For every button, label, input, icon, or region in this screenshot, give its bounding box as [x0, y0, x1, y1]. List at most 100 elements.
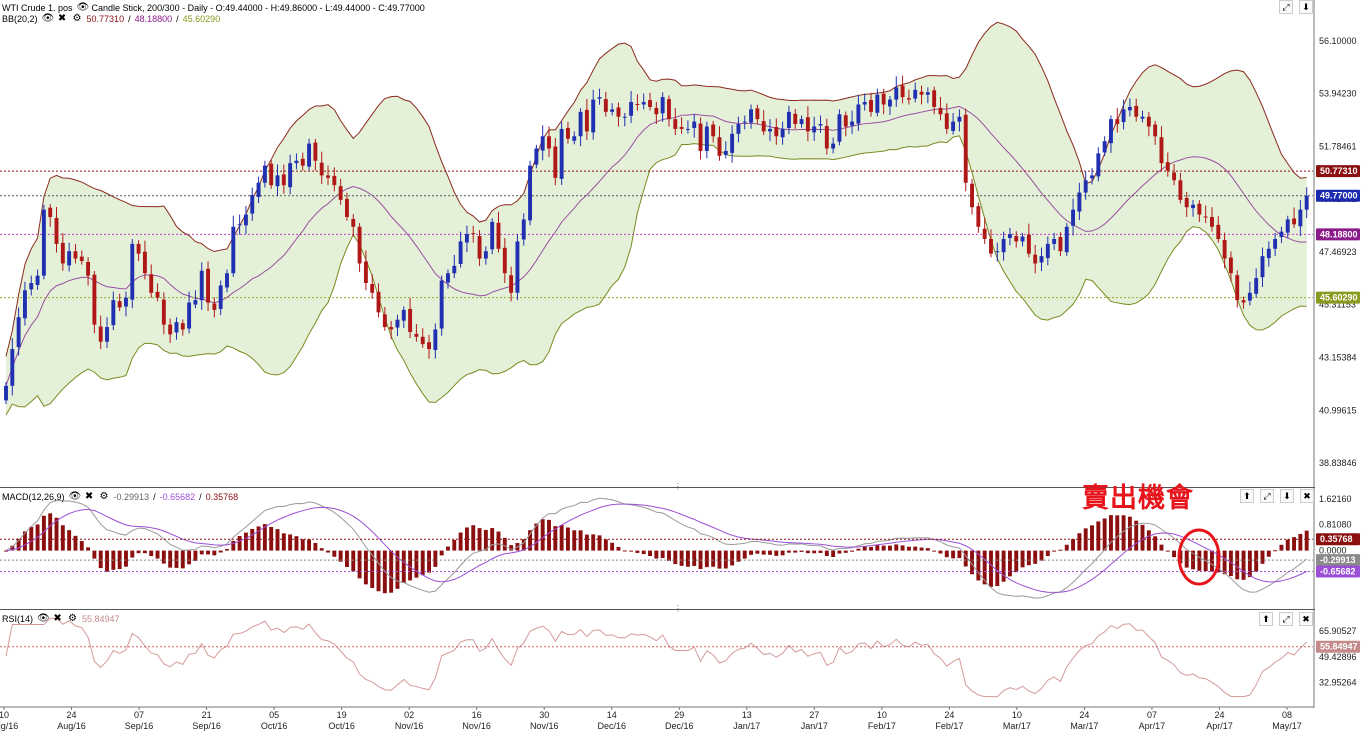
macd-histogram-bar [869, 546, 873, 551]
price-last-badge [1316, 165, 1360, 178]
gear-icon[interactable]: ⚙ [99, 491, 109, 502]
macd-histogram-bar [654, 550, 659, 559]
candle-body [420, 336, 425, 345]
arrow-down-icon[interactable]: ⬇ [1299, 0, 1313, 14]
eye-icon[interactable]: 👁 [76, 2, 90, 13]
eye-icon[interactable]: 👁 [68, 491, 82, 502]
candle-body [768, 128, 772, 132]
macd-histogram-bar [16, 538, 21, 551]
candle-body [906, 98, 911, 100]
macd-histogram-bar [1045, 550, 1050, 557]
x-tick-label-day: 19 [337, 710, 347, 720]
macd-histogram-bar [446, 546, 450, 551]
candle-body [269, 163, 274, 186]
candle-body [641, 102, 646, 105]
close-icon[interactable]: ✖ [84, 491, 94, 502]
macd-histogram-bar [1241, 550, 1246, 580]
candle-body [875, 94, 880, 113]
macd-histogram-bar [1127, 516, 1132, 551]
macd-histogram-bar [584, 534, 589, 551]
x-tick-label-month: Feb/17 [868, 721, 896, 731]
x-tick-label-day: 24 [67, 710, 77, 720]
macd-histogram-bar [957, 550, 962, 559]
macd-histogram-bar [951, 550, 956, 559]
candle-body [509, 275, 514, 293]
eye-icon[interactable]: 👁 [37, 613, 50, 624]
rsi-tick-label: 65.90527 [1319, 626, 1357, 636]
macd-histogram-bar [1247, 550, 1252, 578]
candle-body [1292, 218, 1297, 225]
x-tick-label-month: Oct/16 [328, 721, 355, 731]
expand-icon[interactable]: ⤢ [1279, 0, 1293, 14]
candle-body [16, 317, 21, 348]
candle-body [313, 142, 318, 161]
macd-last-label: -0.29913 [1320, 555, 1356, 565]
resize-grip-icon[interactable]: ⋮ [674, 482, 682, 491]
candle-body [382, 314, 387, 328]
candle-body [1064, 226, 1069, 253]
candle-body [92, 274, 97, 325]
rsi-pane-controls: ⬆ ⤢ ✖ [1259, 612, 1313, 626]
macd-histogram-bar [338, 550, 343, 562]
macd-last-label: 0.35768 [1320, 534, 1353, 544]
macd-histogram-bar [565, 527, 570, 551]
eye-icon[interactable]: 👁 [41, 13, 55, 24]
macd-histogram-bar [1071, 539, 1076, 551]
x-tick-label-month: Apr/17 [1206, 721, 1233, 731]
macd-histogram-bar [464, 527, 469, 551]
candle-body [439, 280, 444, 329]
x-tick-label-month: Mar/17 [1070, 721, 1098, 731]
x-tick-label-day: 10 [1012, 710, 1022, 720]
macd-histogram-bar [641, 550, 646, 555]
macd-pane-controls: ⬆ ⤢ ⬇ ✖ [1240, 489, 1314, 503]
close-icon[interactable]: ✖ [1300, 489, 1314, 503]
candle-body [231, 226, 236, 274]
price-tick-label: 40.99615 [1319, 405, 1357, 415]
x-tick-label-day: 10 [0, 710, 9, 720]
candle-body [685, 128, 690, 130]
candle-body [256, 182, 261, 197]
pane-divider [0, 609, 1315, 610]
macd-histogram-bar [130, 550, 135, 558]
arrow-up-icon[interactable]: ⬆ [1259, 612, 1273, 626]
close-icon[interactable]: ✖ [53, 613, 62, 624]
macd-histogram-bar [10, 545, 15, 551]
macd-histogram-bar [635, 550, 640, 553]
candle-body [275, 175, 280, 187]
chart-header: WTI Crude 1. pos 👁 Candle Stick, 200/300… [2, 2, 425, 13]
macd-histogram-bar [288, 534, 293, 551]
candle-body [629, 102, 634, 116]
expand-icon[interactable]: ⤢ [1260, 489, 1274, 503]
macd-histogram-bar [913, 546, 918, 551]
candle-body [477, 236, 482, 259]
candle-body [161, 299, 166, 325]
macd-histogram-bar [989, 550, 993, 587]
candle-body [1020, 236, 1025, 242]
macd-histogram-bar [856, 548, 861, 551]
macd-histogram-bar [906, 546, 911, 551]
arrow-down-icon[interactable]: ⬇ [1280, 489, 1294, 503]
x-tick-label-day: 27 [809, 710, 819, 720]
bollinger-band-fill [6, 22, 1307, 416]
x-tick-label-day: 29 [674, 710, 684, 720]
close-icon[interactable]: ✖ [1299, 612, 1313, 626]
gear-icon[interactable]: ⚙ [72, 13, 82, 24]
macd-histogram-bar [155, 550, 160, 559]
macd-histogram-bar [1007, 550, 1012, 577]
macd-histogram-bar [1140, 524, 1145, 551]
macd-histogram-bar [553, 526, 558, 551]
candle-body [187, 302, 192, 329]
arrow-up-icon[interactable]: ⬆ [1240, 489, 1254, 503]
macd-histogram-bar [187, 550, 192, 565]
macd-histogram-bar [704, 550, 709, 568]
macd-histogram-bar [1020, 550, 1025, 568]
candle-body [483, 251, 488, 259]
close-icon[interactable]: ✖ [57, 13, 67, 24]
x-tick-label-month: Nov/16 [395, 721, 424, 731]
gear-icon[interactable]: ⚙ [68, 613, 77, 624]
macd-histogram-bar [225, 549, 229, 551]
candle-body [168, 324, 173, 335]
expand-icon[interactable]: ⤢ [1279, 612, 1293, 626]
resize-grip-icon[interactable]: ⋮ [674, 604, 682, 613]
candle-body [925, 92, 930, 95]
